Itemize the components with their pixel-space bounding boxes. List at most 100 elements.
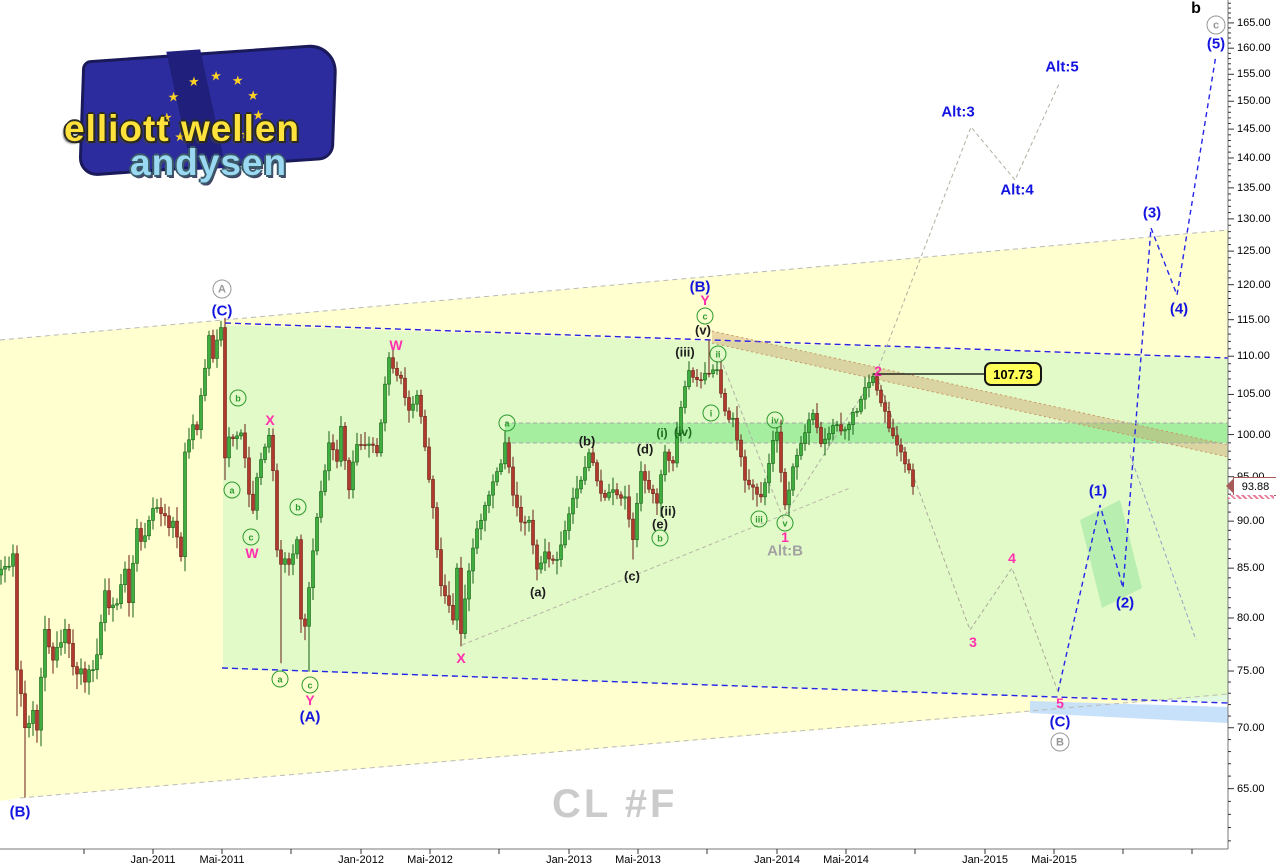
candle-body	[859, 398, 863, 412]
candle-body	[187, 439, 191, 453]
candle-body	[439, 549, 443, 587]
candle-body	[627, 496, 631, 520]
candle-body	[807, 419, 811, 434]
candle-body	[835, 424, 839, 426]
candle-body	[63, 629, 67, 644]
candle-body	[347, 460, 351, 491]
candle-body	[491, 481, 495, 496]
last-price-tag: 93.88	[1233, 477, 1276, 496]
candle-body	[211, 335, 215, 359]
candle-body	[231, 436, 235, 439]
candle-body	[763, 482, 767, 498]
candle-body	[699, 379, 703, 382]
candle-body	[3, 566, 7, 570]
candle-body	[375, 445, 379, 454]
candle-body	[883, 402, 887, 412]
channel-bottom	[19, 693, 1229, 799]
candle-body	[707, 372, 711, 375]
candle-body	[811, 413, 815, 421]
candle-body	[123, 568, 127, 585]
candle-body	[423, 416, 427, 448]
tan-band-edge-top	[711, 330, 1229, 446]
channel-top	[0, 229, 1229, 341]
candle-body	[779, 431, 783, 473]
candle-body	[795, 455, 799, 468]
candle-body	[731, 417, 735, 420]
candle-body	[687, 370, 691, 387]
candle-body	[151, 508, 155, 521]
candle-body	[167, 515, 171, 528]
symbol-watermark: CL #F	[552, 782, 678, 826]
candle-body	[59, 642, 63, 648]
candle-body	[143, 535, 147, 542]
candle-body	[427, 446, 431, 480]
candle-body	[523, 521, 527, 524]
candle-body	[683, 386, 687, 408]
candle-body	[819, 427, 823, 444]
candle-body	[43, 629, 47, 678]
candle-body	[407, 397, 411, 411]
candle-body	[119, 584, 123, 605]
candle-body	[39, 676, 43, 731]
candle-body	[767, 463, 771, 484]
support-blue-bottom	[221, 667, 1229, 704]
candle-body	[595, 462, 599, 482]
candle-body	[71, 643, 75, 667]
candle-body	[827, 433, 831, 440]
candle-body	[35, 710, 39, 731]
candle-body	[675, 432, 679, 464]
candle-body	[803, 432, 807, 445]
candle-body	[95, 654, 99, 671]
candle-body	[147, 520, 151, 537]
candle-body	[671, 460, 675, 464]
candle-body	[155, 507, 159, 509]
candle-body	[415, 394, 419, 405]
candle-body	[899, 444, 903, 453]
candle-body	[783, 472, 787, 506]
candle-body	[631, 518, 635, 540]
candle-body	[387, 357, 391, 385]
candle-body	[107, 590, 111, 609]
candle-body	[611, 489, 615, 493]
candle-body	[771, 440, 775, 464]
candle-body	[171, 520, 175, 528]
candle-body	[555, 559, 559, 561]
candle-body	[739, 439, 743, 458]
candle-body	[591, 452, 595, 463]
candle-body	[471, 547, 475, 572]
candle-body	[307, 587, 311, 627]
candle-body	[475, 528, 479, 549]
candle-body	[531, 519, 535, 546]
candle-body	[431, 479, 435, 508]
candle-body	[127, 568, 131, 604]
candle-body	[319, 491, 323, 518]
candle-body	[655, 493, 659, 504]
candle-body	[295, 539, 299, 555]
candle-body	[383, 383, 387, 424]
candle-body	[727, 410, 731, 420]
candle-body	[587, 452, 591, 468]
gray-alt-path	[717, 83, 1060, 520]
candle-body	[603, 493, 607, 498]
tan-band	[712, 331, 1228, 457]
candle-body	[831, 425, 835, 434]
logo-text-line2: andysen	[130, 142, 288, 183]
candle-body	[403, 377, 407, 398]
candle-body	[15, 553, 19, 671]
candle-body	[339, 426, 343, 462]
blue-band	[1030, 701, 1228, 723]
candle-body	[275, 470, 279, 551]
candle-body	[787, 489, 791, 506]
candle-body	[131, 562, 135, 604]
candle-body	[891, 427, 895, 437]
candle-body	[479, 519, 483, 530]
candle-body	[183, 451, 187, 557]
candle-body	[443, 585, 447, 597]
candle-body	[115, 603, 119, 606]
target-price-tag[interactable]: 107.73	[984, 362, 1042, 386]
candle-body	[575, 488, 579, 499]
candle-body	[263, 446, 267, 460]
candle-body	[775, 431, 779, 441]
candle-body	[467, 570, 471, 600]
